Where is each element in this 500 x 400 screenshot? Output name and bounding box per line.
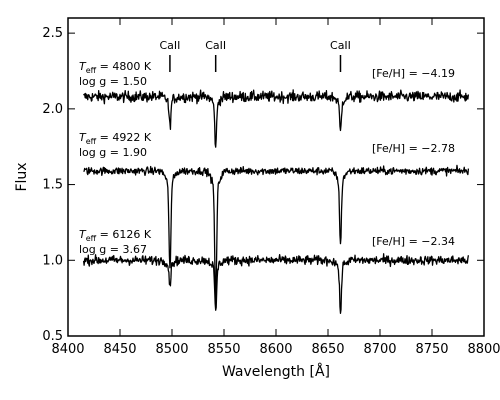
y-tick-label: 0.5	[42, 329, 63, 344]
y-axis-ticks: 0.5 1.0 1.5 2.0 2.5	[42, 26, 484, 344]
x-tick-label: 8400	[51, 342, 84, 357]
x-tick-label: 8650	[311, 342, 344, 357]
x-tick-label: 8800	[467, 342, 500, 357]
feh-label: [Fe/H] = −2.34	[372, 235, 455, 248]
y-axis-title: Flux	[14, 162, 30, 191]
y-tick-label: 1.0	[42, 253, 63, 268]
y-tick-label: 2.0	[42, 102, 63, 117]
x-tick-label: 8700	[363, 342, 396, 357]
y-tick-label: 2.5	[42, 26, 63, 41]
line-marker-label: CaII	[330, 39, 351, 52]
x-axis-title: Wavelength [Å]	[222, 363, 330, 380]
spectra-series	[82, 89, 470, 314]
spectrum-line-2	[83, 164, 470, 306]
line-markers: CaII CaII CaII	[159, 39, 351, 72]
x-tick-label: 8600	[259, 342, 292, 357]
logg-label: log g = 3.67	[79, 243, 147, 256]
teff-label: Teff = 4922 K	[79, 131, 152, 146]
spectrum-line-1	[83, 89, 470, 148]
teff-label: Teff = 6126 K	[79, 228, 152, 243]
logg-label: log g = 1.50	[79, 75, 147, 88]
x-tick-label: 8750	[415, 342, 448, 357]
y-tick-label: 1.5	[42, 178, 63, 193]
x-tick-label: 8450	[103, 342, 136, 357]
line-marker-label: CaII	[159, 39, 180, 52]
x-axis-ticks: 8400 8450 8500 8550 8600 8650 8700 8750 8800	[51, 18, 500, 357]
spectrum-line-3	[82, 253, 470, 314]
logg-label: log g = 1.90	[79, 146, 147, 159]
x-tick-label: 8550	[207, 342, 240, 357]
feh-label: [Fe/H] = −2.78	[372, 142, 455, 155]
x-tick-label: 8500	[155, 342, 188, 357]
feh-label: [Fe/H] = −4.19	[372, 67, 455, 80]
teff-label: Teff = 4800 K	[79, 60, 152, 75]
line-marker-label: CaII	[205, 39, 226, 52]
